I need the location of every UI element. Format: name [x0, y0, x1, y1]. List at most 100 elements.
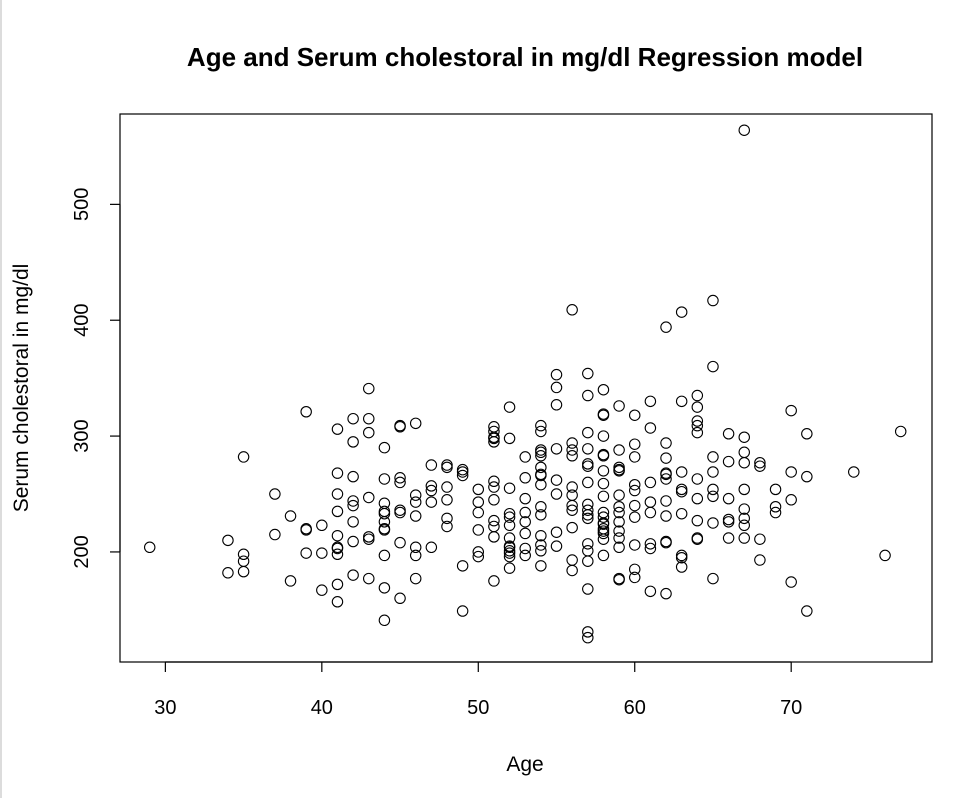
data-point	[879, 549, 891, 562]
data-point	[660, 495, 672, 507]
data-point	[378, 549, 391, 562]
data-point	[785, 404, 797, 417]
data-point	[628, 499, 641, 512]
data-points	[143, 124, 907, 644]
data-point	[394, 419, 406, 432]
data-point	[488, 425, 500, 438]
data-point	[331, 423, 344, 435]
data-point	[691, 415, 704, 427]
data-point	[707, 490, 719, 503]
data-point	[363, 426, 375, 439]
data-point	[519, 451, 531, 463]
data-point	[535, 468, 547, 481]
data-point	[660, 587, 672, 600]
data-point	[613, 525, 625, 537]
data-point	[550, 488, 563, 500]
y-tick-label: 300	[71, 419, 93, 452]
data-point	[660, 510, 672, 522]
data-point	[707, 572, 719, 585]
data-point	[722, 492, 735, 505]
data-point	[363, 531, 375, 543]
data-point	[848, 466, 860, 478]
data-point	[628, 511, 641, 523]
y-tick-label: 500	[71, 188, 93, 221]
data-point	[660, 437, 672, 449]
data-point	[613, 532, 625, 544]
data-point	[503, 545, 516, 557]
data-point	[785, 494, 797, 506]
data-point	[722, 532, 735, 544]
data-point	[488, 481, 500, 493]
data-point	[409, 417, 422, 430]
data-point	[425, 484, 438, 497]
y-axis-label: Serum cholestoral in mg/dl	[10, 264, 33, 513]
data-point	[613, 572, 625, 585]
data-point	[503, 432, 516, 445]
data-point	[644, 506, 657, 519]
data-point	[472, 496, 485, 508]
data-point	[566, 304, 578, 316]
data-point	[394, 504, 406, 516]
data-point	[519, 549, 531, 562]
data-point	[347, 412, 359, 425]
data-point	[237, 565, 250, 578]
data-point	[644, 496, 657, 508]
y-tick-label: 200	[71, 535, 93, 568]
data-point	[300, 547, 312, 559]
data-point	[472, 483, 485, 496]
data-point	[769, 501, 782, 513]
data-point	[566, 521, 578, 534]
data-point	[378, 582, 391, 594]
x-tick-label: 50	[467, 697, 489, 719]
data-point	[378, 505, 391, 518]
data-point	[488, 575, 500, 587]
data-point	[738, 456, 751, 469]
data-point	[722, 428, 735, 440]
data-point	[597, 465, 610, 477]
data-point	[550, 474, 563, 486]
data-point	[409, 541, 422, 554]
data-point	[316, 519, 328, 532]
data-point	[378, 614, 391, 627]
data-point	[738, 446, 751, 459]
data-point	[222, 534, 234, 547]
data-point	[722, 513, 735, 526]
data-point	[284, 510, 297, 522]
data-point	[691, 473, 704, 485]
data-point	[472, 506, 485, 519]
data-point	[582, 583, 594, 595]
data-point	[535, 501, 547, 513]
data-point	[519, 527, 531, 540]
data-point	[582, 512, 594, 525]
data-point	[738, 532, 751, 544]
data-point	[300, 523, 312, 535]
data-point	[409, 572, 422, 585]
data-point	[535, 425, 547, 438]
data-point	[566, 564, 578, 577]
data-point	[628, 451, 641, 463]
data-point	[331, 548, 344, 561]
data-point	[237, 451, 250, 463]
y-tick-label: 400	[71, 304, 93, 337]
data-point	[550, 443, 563, 455]
data-point	[143, 541, 156, 554]
data-point	[660, 467, 672, 479]
data-point	[394, 506, 406, 519]
data-point	[707, 451, 719, 463]
data-point	[222, 567, 234, 579]
data-point	[409, 510, 422, 522]
data-point	[347, 495, 359, 507]
data-point	[535, 545, 547, 557]
chart-title: Age and Serum cholestoral in mg/dl Regre…	[187, 42, 863, 72]
data-point	[535, 509, 547, 521]
data-point	[237, 548, 250, 561]
data-point	[535, 529, 547, 542]
data-point	[456, 469, 469, 482]
data-point	[394, 536, 406, 549]
data-point	[628, 563, 641, 576]
window-edge	[0, 0, 2, 798]
data-point	[519, 542, 531, 555]
data-point	[503, 540, 516, 552]
data-point	[503, 482, 516, 494]
